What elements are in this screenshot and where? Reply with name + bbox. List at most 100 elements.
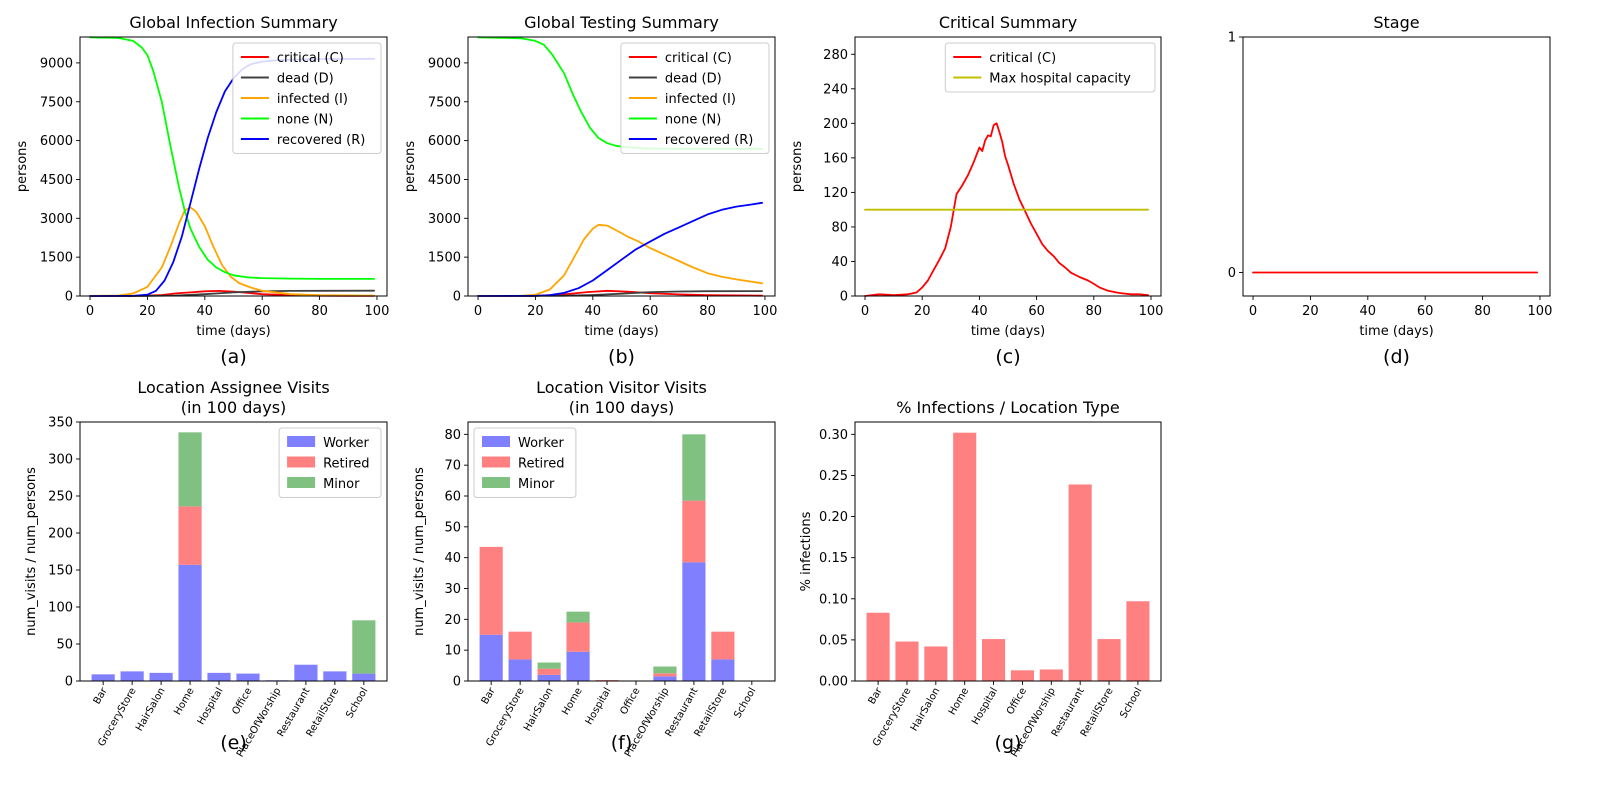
legend-swatch [482,477,510,488]
bar [1068,484,1092,681]
bar [323,671,347,681]
x-tick-label: Hospital [584,686,614,727]
legend-label: infected (I) [665,92,736,107]
bar [1097,639,1121,681]
y-tick-label: 3000 [428,212,461,227]
legend-box [620,42,770,154]
chart-g: % Infections / Location Type 0.00 0.05 0.10… [799,398,1162,759]
y-tick-label: 0.00 [819,675,848,690]
y-tick-label: 6000 [428,134,461,149]
chart-a: Global Infection Summary0150030004500600… [15,13,389,368]
x-tick-label: 100 [1139,304,1164,319]
legend-swatch [287,436,316,447]
bar [207,672,231,681]
x-tick-label: 20 [914,304,931,319]
x-tick-label: 0 [474,304,482,319]
legend-label: infected (I) [277,92,348,107]
x-tick-label: 20 [139,304,156,319]
bar [682,562,706,681]
subplot-caption: (d) [1383,346,1410,368]
x-tick-label: HairSalon [909,686,943,733]
y-tick-label: 280 [823,48,848,63]
x-tick-label: 100 [1528,304,1553,319]
series-line-3 [89,206,376,297]
y-tick-label: 0.30 [819,428,848,443]
chart-title: Location Visitor Visits [536,378,707,397]
bar [953,432,977,681]
legend-swatch [482,436,510,447]
y-tick-label: 6000 [40,134,73,149]
legend-swatch [287,456,316,468]
x-axis-label: time (days) [1359,324,1433,339]
bar [537,674,561,681]
subplot-caption: (c) [995,346,1020,368]
legend: critical (C) dead (D) infected (I) none (N)… [232,42,382,154]
subplot-caption: (b) [608,346,635,368]
x-tick-label: 80 [699,304,716,319]
bar [149,672,173,681]
y-tick-label: 7500 [428,95,461,110]
axes-frame [467,421,776,682]
subplot-caption: (f) [611,732,633,754]
legend-label: critical (C) [277,51,344,66]
y-tick-label: 0.05 [819,633,848,648]
bar [653,666,677,674]
y-tick-label: 0.20 [819,510,848,525]
y-tick-label: 0 [65,290,73,305]
y-tick-label: 1500 [40,251,73,266]
y-tick-label: 100 [48,601,73,616]
y-tick-label: 4500 [428,173,461,188]
x-tick-label: Office [230,686,254,717]
axes-frame [79,36,388,297]
legend-label: Minor [323,477,360,492]
chart-title: Critical Summary [939,13,1077,32]
x-tick-label: 80 [311,304,328,319]
chart-title: Location Assignee Visits [137,378,329,397]
legend: Worker Retired Minor [278,427,382,498]
x-tick-label: Bar [867,685,886,706]
x-tick-label: 40 [971,304,988,319]
y-axis-label: persons [15,141,30,193]
y-tick-label: 9000 [40,56,73,71]
y-tick-label: 50 [444,520,461,535]
x-tick-label: 0 [1249,304,1257,319]
x-axis-label: time (days) [971,324,1045,339]
x-tick-label: HairSalon [522,686,556,733]
y-tick-label: 200 [48,527,73,542]
x-tick-label: 0 [86,304,94,319]
y-tick-label: 0 [1228,266,1236,281]
y-tick-label: 0 [65,675,73,690]
x-tick-label: 40 [585,304,602,319]
bar [682,500,706,563]
bar [653,676,677,681]
y-axis-label: num_visits / num_persons [24,467,39,636]
y-tick-label: 200 [823,117,848,132]
legend-label: Worker [518,436,564,451]
x-tick-label: School [344,686,370,720]
bar [294,664,318,681]
legend-label: none (N) [665,113,721,128]
chart-b: Global Testing Summary 0 1500 3000 4500 6000 7… [403,13,777,368]
bar [352,620,376,674]
bar [566,622,590,652]
y-tick-label: 20 [444,613,461,628]
y-tick-label: 40 [444,551,461,566]
x-tick-label: 20 [1302,304,1319,319]
legend-label: recovered (R) [277,133,365,148]
y-tick-label: 1 [1228,31,1236,46]
bar [924,646,948,681]
legend-box [232,42,382,154]
y-axis-label: % infections [799,511,814,591]
x-tick-label: 20 [527,304,544,319]
y-tick-label: 300 [48,453,73,468]
x-tick-label: 80 [1474,304,1491,319]
series-line-3 [477,223,763,297]
chart-c: Critical Summary 0 40 80 120 160 200 240 280 0 20 4… [790,13,1163,368]
y-tick-label: 0 [453,290,461,305]
y-tick-label: 240 [823,82,848,97]
y-tick-label: 0 [453,675,461,690]
y-tick-label: 250 [48,490,73,505]
y-tick-label: 1500 [428,251,461,266]
bar [508,659,532,681]
